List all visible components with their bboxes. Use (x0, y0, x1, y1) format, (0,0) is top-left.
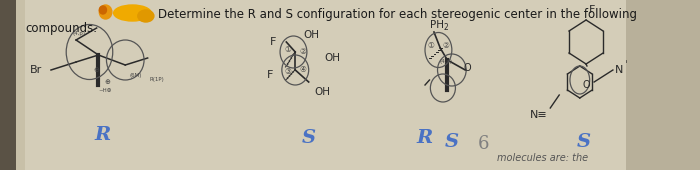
Text: ①: ① (428, 41, 435, 50)
Ellipse shape (138, 10, 154, 22)
Text: OH: OH (325, 53, 341, 63)
Text: S: S (302, 129, 316, 147)
Text: ②: ② (299, 47, 306, 56)
Text: ˈ: ˈ (625, 60, 628, 70)
Ellipse shape (113, 5, 151, 21)
Text: ~H⊕: ~H⊕ (99, 88, 112, 92)
Text: ⊕: ⊕ (94, 67, 99, 73)
Text: 6: 6 (477, 135, 489, 153)
Text: ④: ④ (299, 65, 306, 74)
Text: O: O (463, 63, 471, 73)
Text: ⊕: ⊕ (104, 79, 111, 85)
Text: F: F (270, 37, 276, 47)
Text: Br: Br (29, 65, 42, 75)
Text: S: S (576, 133, 590, 151)
Text: OH: OH (314, 87, 330, 97)
Text: (4,p): (4,p) (439, 59, 452, 64)
Text: R: R (417, 129, 433, 147)
Polygon shape (0, 0, 20, 170)
Text: R(1P): R(1P) (149, 78, 164, 82)
Text: ③: ③ (285, 67, 291, 76)
Text: N≡: N≡ (530, 110, 547, 120)
Circle shape (99, 6, 106, 14)
Text: compounds.: compounds. (25, 22, 97, 35)
Text: ②: ② (442, 41, 449, 50)
Text: F: F (589, 5, 596, 15)
Text: PH: PH (430, 20, 444, 30)
Text: S: S (444, 133, 459, 151)
Text: ①: ① (285, 46, 291, 55)
Text: N: N (615, 65, 624, 75)
Text: R: R (94, 126, 111, 144)
Text: F: F (267, 70, 274, 80)
Text: OH: OH (303, 30, 319, 40)
FancyBboxPatch shape (16, 0, 626, 170)
Text: molecules are: the: molecules are: the (496, 153, 588, 163)
Polygon shape (16, 0, 25, 170)
Text: (4,p): (4,p) (72, 30, 85, 36)
Text: (6M): (6M) (130, 72, 142, 78)
Text: O: O (582, 80, 590, 90)
Circle shape (99, 5, 112, 19)
Text: 2: 2 (443, 23, 448, 32)
Text: Determine the R and S configuration for each stereogenic center in the following: Determine the R and S configuration for … (158, 8, 638, 21)
